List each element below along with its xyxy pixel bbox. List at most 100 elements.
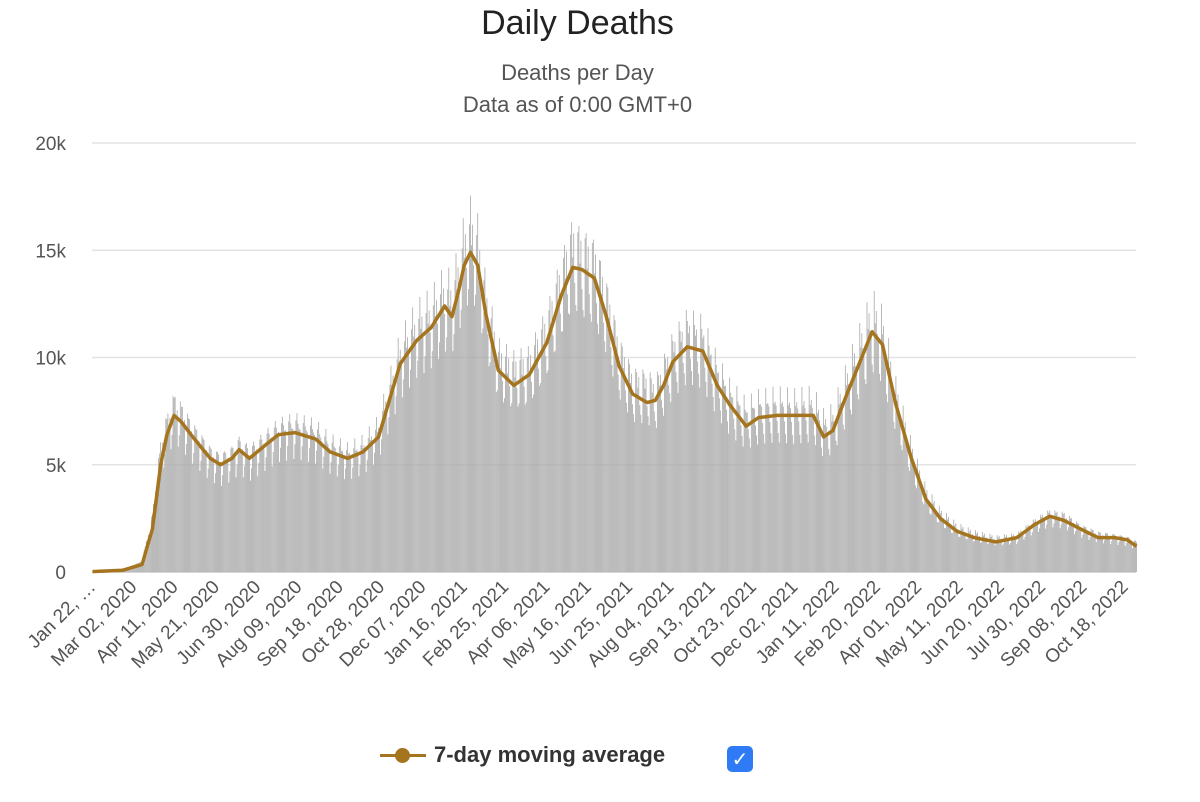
daily-bar xyxy=(475,294,477,572)
daily-bar xyxy=(307,461,309,572)
daily-bar xyxy=(248,456,249,572)
daily-bar xyxy=(662,407,663,572)
daily-bar xyxy=(1078,523,1080,572)
daily-bar xyxy=(163,467,165,572)
daily-bar xyxy=(222,475,224,572)
daily-bar xyxy=(493,331,495,572)
daily-bar xyxy=(887,402,889,572)
daily-bar xyxy=(338,446,340,572)
daily-bar xyxy=(451,318,453,572)
daily-bar xyxy=(736,385,738,572)
daily-bar xyxy=(575,305,577,572)
daily-bar xyxy=(976,534,977,572)
daily-bar xyxy=(479,250,481,572)
daily-bar xyxy=(742,446,744,572)
daily-bar xyxy=(916,488,917,572)
daily-bar xyxy=(686,320,688,572)
legend-checkbox[interactable]: ✓ xyxy=(727,746,753,772)
daily-bar xyxy=(873,291,875,572)
daily-bar xyxy=(500,368,501,572)
daily-bar xyxy=(983,535,985,572)
daily-bar xyxy=(888,338,890,572)
daily-bar xyxy=(1006,535,1007,572)
daily-bar xyxy=(311,417,312,572)
daily-bar xyxy=(435,300,437,572)
daily-bar xyxy=(280,447,281,572)
daily-bar xyxy=(370,436,372,572)
daily-bar xyxy=(188,418,189,572)
daily-bar xyxy=(292,428,294,572)
daily-bar xyxy=(636,372,638,572)
legend[interactable]: 7-day moving average xyxy=(380,742,665,768)
daily-bar xyxy=(235,477,237,572)
daily-bar xyxy=(854,353,856,572)
daily-bar xyxy=(574,282,576,572)
legend-label: 7-day moving average xyxy=(434,742,666,767)
daily-bar xyxy=(205,449,207,572)
daily-bar xyxy=(745,412,747,572)
daily-bar xyxy=(438,359,439,572)
daily-bar xyxy=(849,390,850,572)
daily-bar xyxy=(795,406,797,572)
daily-bar xyxy=(463,257,465,572)
daily-bar xyxy=(390,365,392,572)
daily-bar xyxy=(385,401,387,572)
daily-bar xyxy=(1073,523,1074,572)
daily-bar xyxy=(566,251,567,573)
daily-bar xyxy=(455,253,457,573)
daily-bar xyxy=(1125,543,1127,572)
daily-bar xyxy=(765,387,767,572)
daily-bar xyxy=(314,435,315,572)
daily-bar xyxy=(584,238,586,572)
daily-bar xyxy=(671,334,673,572)
daily-bar xyxy=(652,384,654,572)
daily-bar xyxy=(952,532,954,572)
daily-bar xyxy=(444,314,446,572)
daily-bar xyxy=(1114,534,1116,572)
daily-bar xyxy=(909,435,911,572)
daily-bar xyxy=(600,260,601,572)
daily-bar xyxy=(405,320,406,572)
daily-bar xyxy=(618,389,620,572)
daily-bar xyxy=(844,365,846,572)
daily-bar xyxy=(802,405,804,572)
daily-bar xyxy=(543,344,545,572)
daily-bar xyxy=(822,456,823,572)
daily-bar xyxy=(609,304,611,572)
daily-bar xyxy=(690,358,691,572)
daily-bar xyxy=(186,443,187,572)
daily-bar xyxy=(914,466,915,572)
daily-bar xyxy=(357,454,359,572)
daily-bar xyxy=(573,233,575,573)
daily-bar xyxy=(319,434,321,572)
daily-bar xyxy=(1002,543,1004,572)
daily-bar xyxy=(238,436,240,572)
daily-bar xyxy=(608,317,610,572)
daily-bar xyxy=(1072,524,1073,572)
daily-bar xyxy=(704,367,706,572)
daily-bar xyxy=(1123,538,1125,572)
daily-bar xyxy=(480,293,482,572)
daily-bar xyxy=(156,502,157,572)
daily-bar xyxy=(691,371,692,572)
daily-bar xyxy=(196,430,198,572)
daily-bar xyxy=(350,456,352,572)
daily-bar xyxy=(845,384,847,572)
daily-bar xyxy=(918,473,920,572)
daily-bar xyxy=(675,372,677,572)
daily-bar xyxy=(595,254,596,572)
daily-bar xyxy=(211,459,213,572)
daily-bar xyxy=(851,414,852,572)
daily-bar xyxy=(660,374,661,572)
daily-bar xyxy=(538,368,540,572)
daily-bar xyxy=(1089,536,1091,572)
daily-bar xyxy=(322,468,324,572)
daily-bar xyxy=(277,432,279,572)
daily-bar xyxy=(559,313,561,572)
daily-bar xyxy=(1130,540,1132,572)
daily-bar xyxy=(634,421,636,572)
daily-bar xyxy=(753,407,754,572)
daily-bar xyxy=(648,425,650,572)
daily-bar xyxy=(381,439,383,572)
daily-bar xyxy=(200,460,202,572)
